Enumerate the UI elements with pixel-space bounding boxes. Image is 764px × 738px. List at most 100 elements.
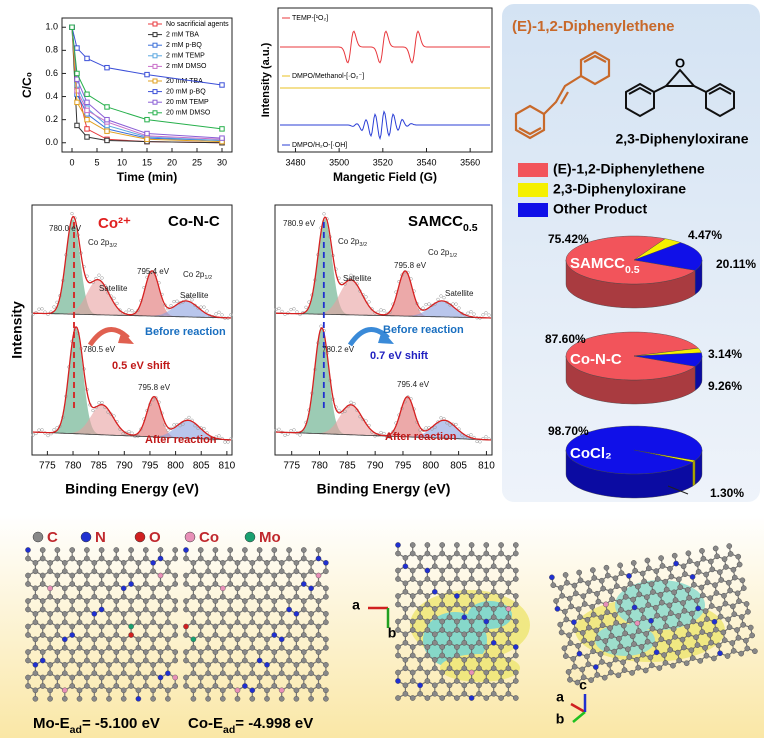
raw-data-point [34,310,38,315]
atom [62,636,68,643]
atom [286,606,292,613]
atom [190,611,197,617]
atom [47,696,53,702]
atom [417,682,423,689]
atom [212,598,219,604]
series-marker [219,126,225,132]
raw-data-point [469,433,473,437]
atom [567,676,573,683]
atom [594,672,601,678]
raw-data-point [130,309,134,313]
x-tick-label: 790 [367,461,384,472]
atom [627,617,633,624]
atom [641,578,647,585]
atom [308,687,314,694]
x-tick-label: 0 [69,157,74,167]
atom [39,598,46,604]
atom [483,678,490,684]
atom [629,633,636,640]
atom [490,555,497,561]
atom [172,572,178,579]
atom [278,645,285,651]
atom [242,632,248,638]
atom [183,674,189,681]
atom [611,612,618,618]
atom [157,598,164,604]
atom [286,657,292,664]
atom [69,581,75,587]
y-tick-label: 0.6 [45,68,58,78]
atom [513,567,519,574]
atom [264,560,270,566]
peak-fill [276,219,491,318]
atom [634,620,641,626]
atom [84,581,90,587]
atom [562,653,569,659]
atom [172,632,178,638]
peak-fill [276,328,491,440]
atom [461,614,468,621]
atom [620,659,626,666]
atom [402,555,409,561]
legend-swatch [518,163,548,177]
atom [580,674,587,681]
legend-label: (E)-1,2-Diphenylethene [553,161,705,177]
series-marker [84,55,90,62]
raw-data-point [364,295,368,299]
atom [590,611,597,618]
atom [264,611,270,617]
atom [577,577,584,584]
atom [699,629,706,635]
series-line [71,27,223,139]
atom [402,691,409,697]
atom [315,649,322,655]
legend-label: 2 mM TBA [166,31,199,38]
raw-data-point [472,312,476,316]
atom [165,687,171,694]
atom [98,598,105,604]
atom [431,631,438,638]
atom [409,669,416,676]
atom [631,604,638,611]
atom [498,542,504,548]
lattice [395,542,519,701]
atom [165,670,171,677]
atom [446,657,453,663]
atom [689,610,695,617]
atom [197,623,204,630]
atom [76,560,83,566]
atom [657,628,663,635]
atom [667,647,673,653]
atom [424,695,431,701]
pie-slice [565,331,699,381]
atom [505,563,512,570]
legend-marker [152,21,158,27]
atom [69,606,75,613]
atom [323,560,329,566]
raw-data-point [127,429,131,434]
subscript: 1/2 [449,253,457,259]
atom [91,585,98,592]
atom [724,653,731,659]
subscript: ad [223,724,235,736]
atom [409,542,416,548]
raw-data-point [457,306,461,310]
atom [672,597,679,604]
atom [586,588,593,594]
atom [736,561,743,568]
atom [395,542,401,548]
annotation: 795.8 eV [394,261,427,270]
atom [256,632,263,638]
atom [483,652,490,659]
atom [249,619,256,626]
raw-data-point [292,307,296,311]
atom [249,636,256,643]
atom [721,637,728,644]
atom [308,611,314,617]
atom [234,560,241,566]
epoxide-structure [625,68,735,118]
atom [712,545,719,552]
atom [234,568,241,575]
atom [483,567,490,574]
atom [157,683,164,689]
